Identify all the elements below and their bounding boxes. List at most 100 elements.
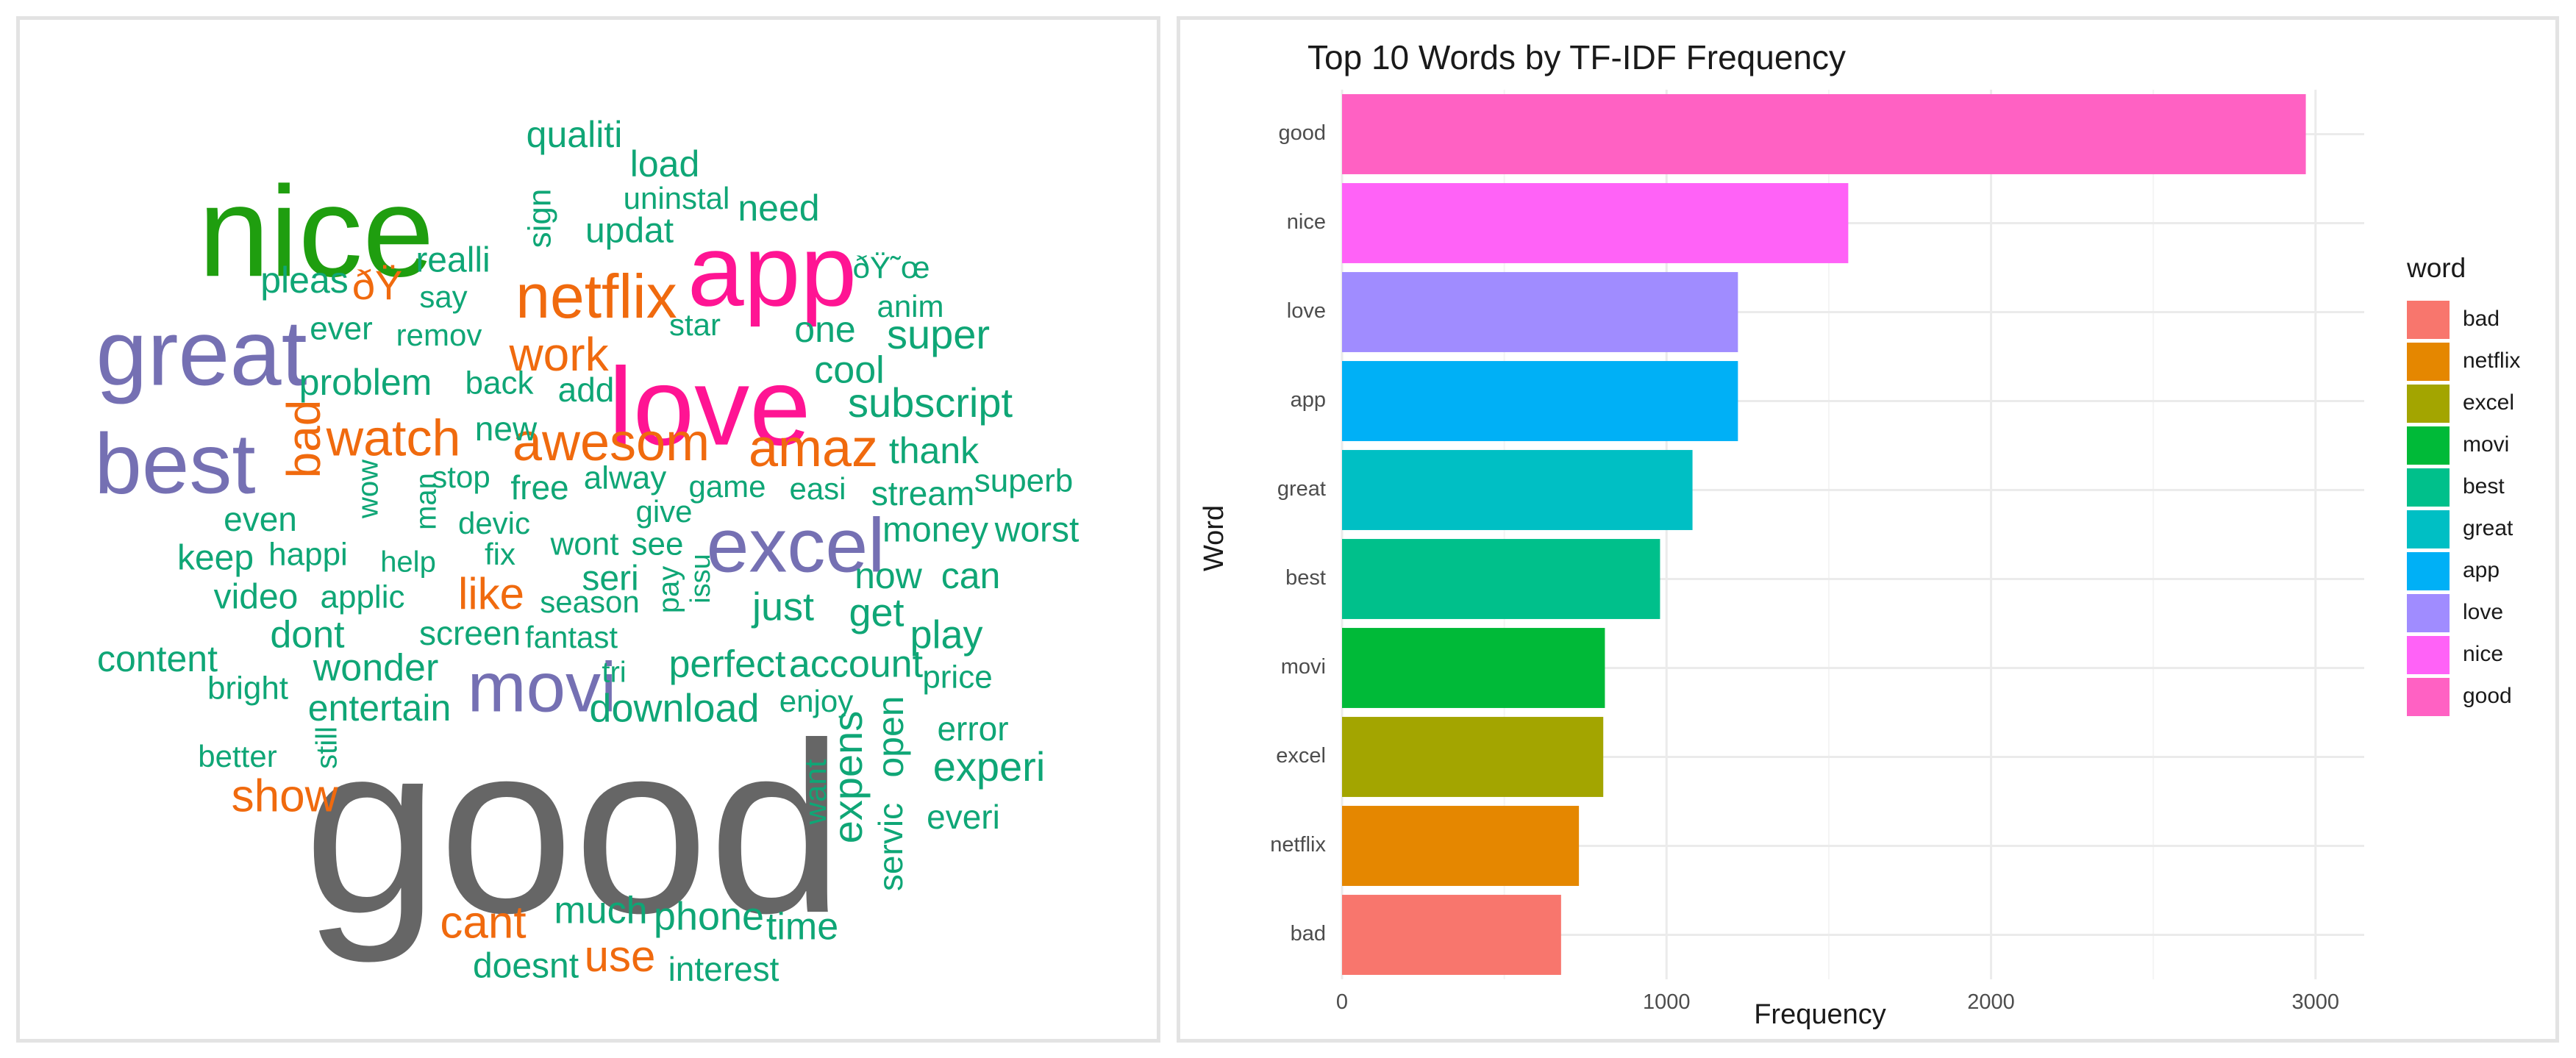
cloud-word-great: great <box>96 301 307 404</box>
legend-swatch-great <box>2407 510 2450 548</box>
cloud-word-applic: applic <box>321 579 405 615</box>
cloud-word-add: add <box>558 371 615 409</box>
legend-label-love: love <box>2463 600 2503 624</box>
word-cloud-panel: good nice love app great best excel movi netflix… <box>16 16 1160 1043</box>
cloud-word-load: load <box>630 143 700 185</box>
cloud-word-tri: tri <box>602 657 626 689</box>
cloud-word-work: work <box>508 328 609 381</box>
cloud-word-emoji-18: ðŸ <box>352 262 403 308</box>
cloud-word-amaz: amaz <box>749 419 878 478</box>
legend-swatch-best <box>2407 468 2450 507</box>
cloud-word-season: season <box>540 585 639 619</box>
cloud-word-love: love <box>608 345 810 468</box>
cloud-word-help: help <box>380 546 436 579</box>
cloud-word-worst: worst <box>994 511 1080 550</box>
legend-swatch-love <box>2407 594 2450 632</box>
cloud-word-awesom: awesom <box>513 413 710 472</box>
cloud-word-man: man <box>410 473 443 530</box>
cloud-word-app: app <box>688 214 857 327</box>
cloud-word-alway: alway <box>584 460 667 496</box>
cloud-word-star: star <box>669 307 721 342</box>
cloud-word-pay: pay <box>653 566 685 614</box>
legend-label-best: best <box>2463 474 2505 498</box>
bar-excel <box>1342 717 1604 797</box>
cloud-word-cant: cant <box>440 897 526 948</box>
cloud-word-play: play <box>910 612 982 657</box>
cloud-word-entertain: entertain <box>308 687 452 729</box>
cloud-word-phone: phone <box>654 894 764 938</box>
cloud-word-nice: nice <box>198 160 434 304</box>
cloud-word-movi: movi <box>468 648 617 726</box>
cloud-word-price: price <box>922 660 992 696</box>
cloud-word-experi: experi <box>933 743 1046 790</box>
legend-label-nice: nice <box>2463 642 2503 666</box>
legend-label-good: good <box>2463 684 2512 708</box>
y-tick-label-app: app <box>1291 388 1326 412</box>
cloud-word-anim: anim <box>877 289 943 324</box>
cloud-word-say: say <box>419 279 467 314</box>
bar-nice <box>1342 183 1849 263</box>
cloud-word-need: need <box>738 187 819 229</box>
y-tick-labels: good nice love app great best movi excel netflix… <box>1270 121 1326 946</box>
legend-swatch-netflix <box>2407 343 2450 381</box>
chart-title: Top 10 Words by TF-IDF Frequency <box>1307 38 1846 76</box>
cloud-word-doesnt: doesnt <box>473 947 579 986</box>
cloud-word-dont: dont <box>270 614 345 657</box>
legend-label-bad: bad <box>2463 307 2500 331</box>
legend-swatch-movi <box>2407 426 2450 465</box>
y-tick-label-best: best <box>1285 566 1326 590</box>
cloud-word-netflix: netflix <box>515 262 677 331</box>
legend-swatch-bad <box>2407 301 2450 339</box>
y-tick-label-great: great <box>1277 477 1326 501</box>
y-tick-label-movi: movi <box>1281 655 1326 679</box>
x-tick-label-0: 0 <box>1336 990 1348 1014</box>
cloud-word-new: new <box>475 410 538 448</box>
cloud-word-time: time <box>766 906 838 948</box>
y-tick-label-good: good <box>1278 121 1326 145</box>
bar-great <box>1342 450 1693 530</box>
cloud-word-easi: easi <box>789 471 846 506</box>
cloud-word-sign: sign <box>522 189 558 249</box>
cloud-word-everi: everi <box>927 798 1000 836</box>
cloud-word-cool: cool <box>814 349 884 392</box>
cloud-word-devic: devic <box>458 506 530 540</box>
bar-good <box>1342 94 2306 174</box>
cloud-word-game: game <box>688 469 766 504</box>
cloud-word-give: give <box>635 494 692 529</box>
cloud-word-back: back <box>465 365 535 401</box>
cloud-word-can: can <box>941 555 1001 596</box>
cloud-word-remov: remov <box>396 318 482 352</box>
cloud-word-superb: superb <box>974 463 1074 499</box>
cloud-word-just: just <box>751 585 814 629</box>
cloud-word-content: content <box>97 638 218 679</box>
cloud-word-watch: watch <box>326 409 461 466</box>
y-axis-title: Word <box>1199 505 1230 571</box>
cloud-word-video: video <box>214 578 299 617</box>
bar-netflix <box>1342 806 1580 886</box>
cloud-word-qualiti: qualiti <box>527 114 623 155</box>
bar-app <box>1342 361 1738 441</box>
x-tick-label-1000: 1000 <box>1643 990 1691 1014</box>
cloud-word-subscript: subscript <box>848 379 1013 426</box>
cloud-word-happi: happi <box>268 537 348 573</box>
cloud-word-realli: realli <box>415 241 490 280</box>
legend-swatch-excel <box>2407 385 2450 423</box>
legend-label-app: app <box>2463 558 2500 582</box>
cloud-word-even: even <box>224 500 297 538</box>
cloud-word-fix: fix <box>485 537 515 571</box>
cloud-word-wont: wont <box>550 526 619 562</box>
cloud-word-wow: wow <box>352 460 385 519</box>
cloud-word-interest: interest <box>668 950 779 988</box>
x-tick-label-3000: 3000 <box>2292 990 2340 1014</box>
cloud-word-uninstal: uninstal <box>624 181 730 215</box>
y-tick-label-excel: excel <box>1276 744 1326 768</box>
cloud-word-super: super <box>887 311 990 357</box>
cloud-word-want: want <box>798 759 832 825</box>
y-tick-label-bad: bad <box>1291 922 1326 946</box>
cloud-word-stop: stop <box>432 460 490 494</box>
x-tick-label-2000: 2000 <box>1967 990 2015 1014</box>
cloud-word-see: see <box>632 526 684 562</box>
cloud-word-expens: expens <box>824 711 871 844</box>
cloud-word-pleas: pleas <box>260 260 349 301</box>
bar-love <box>1342 272 1738 352</box>
